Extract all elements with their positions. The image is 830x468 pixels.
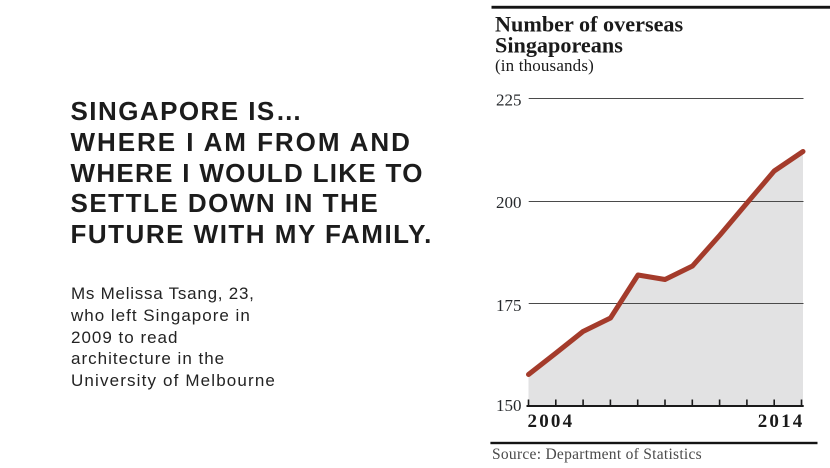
svg-text:Singaporeans: Singaporeans	[495, 33, 623, 58]
svg-text:Source: Department of Statisti: Source: Department of Statistics	[492, 446, 702, 463]
svg-text:175: 175	[496, 296, 522, 315]
svg-text:(in thousands): (in thousands)	[495, 56, 594, 75]
svg-text:2014: 2014	[758, 411, 805, 432]
svg-text:200: 200	[496, 193, 522, 212]
svg-text:150: 150	[496, 396, 522, 415]
svg-text:2004: 2004	[528, 411, 575, 432]
svg-text:Number of overseas: Number of overseas	[495, 12, 684, 37]
svg-text:225: 225	[496, 91, 522, 110]
